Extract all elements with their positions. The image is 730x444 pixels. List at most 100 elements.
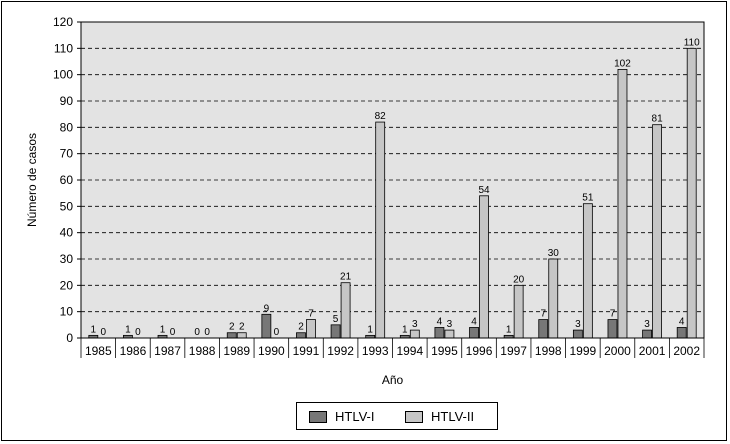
data-label: 2 (229, 322, 235, 333)
x-tick-label: 1998 (535, 344, 562, 358)
x-tick-label: 1996 (466, 344, 493, 358)
y-tick-label: 10 (60, 305, 74, 319)
x-tick-label: 1994 (396, 344, 423, 358)
bar-htlv2 (686, 47, 697, 339)
bar-htlv2 (617, 69, 628, 339)
bar-htlv2 (652, 124, 662, 339)
x-tick-label: 1987 (154, 344, 181, 358)
data-label: 7 (308, 309, 314, 320)
x-tick-label: 1995 (431, 344, 458, 358)
data-label: 9 (264, 303, 270, 314)
data-label: 2 (239, 322, 245, 333)
bar-htlv1 (607, 319, 618, 339)
x-tick-label: 1992 (327, 344, 354, 358)
legend-item-htlv2: HTLV-II (405, 409, 474, 424)
legend-swatch-htlv2 (405, 410, 423, 423)
data-label: 3 (644, 319, 650, 330)
data-label: 1 (160, 324, 166, 335)
bar-htlv1 (434, 327, 445, 339)
y-tick-label: 90 (60, 94, 74, 108)
bar-htlv2 (306, 319, 316, 339)
y-tick-label: 70 (60, 147, 74, 161)
y-tick-label: 60 (60, 173, 74, 187)
data-label: 102 (614, 58, 631, 69)
gridlines (81, 47, 704, 313)
y-tick-label: 40 (60, 226, 74, 240)
legend: HTLV-I HTLV-II (296, 402, 498, 430)
legend-label-htlv2: HTLV-II (431, 409, 475, 424)
data-label: 54 (478, 185, 490, 196)
data-label: 21 (340, 272, 352, 283)
y-tick-label: 20 (60, 278, 74, 292)
x-tick-label: 1989 (223, 344, 250, 358)
data-label: 20 (513, 274, 525, 285)
data-label: 3 (412, 319, 418, 330)
bar-htlv1 (330, 324, 341, 339)
data-label: 1 (367, 324, 373, 335)
y-tick-label: 50 (60, 199, 74, 213)
data-label: 7 (610, 309, 616, 320)
bar-htlv2 (548, 258, 559, 339)
bar-htlv2 (513, 284, 524, 339)
bar-htlv2 (375, 121, 386, 339)
y-tick-label: 30 (60, 252, 74, 266)
data-label: 7 (540, 309, 546, 320)
bar-htlv1 (642, 329, 652, 339)
y-tick-label: 100 (53, 68, 73, 82)
y-tick-label: 110 (54, 41, 73, 55)
x-tick-label: 1993 (362, 344, 389, 358)
data-label: 1 (402, 324, 408, 335)
y-tick-label: 80 (60, 120, 74, 134)
data-label: 2 (298, 322, 304, 333)
x-tick-label: 1991 (293, 344, 320, 358)
data-label: 81 (652, 114, 664, 125)
x-tick-label: 1997 (500, 344, 527, 358)
bar-htlv1 (261, 313, 272, 339)
data-label: 0 (135, 327, 141, 338)
data-label: 3 (575, 319, 581, 330)
x-tick-label: 1990 (258, 344, 285, 358)
legend-item-htlv1: HTLV-I (309, 409, 375, 424)
bar-htlv1 (226, 332, 237, 339)
data-label: 0 (101, 327, 107, 338)
bar-htlv2 (444, 329, 455, 339)
data-label: 0 (194, 327, 200, 338)
y-axis-label: Número de casos (25, 133, 39, 227)
data-label: 0 (204, 327, 210, 338)
data-label: 51 (582, 193, 594, 204)
bar-htlv1 (296, 332, 306, 339)
x-tick-label: 1999 (570, 344, 597, 358)
x-tick-label: 1986 (120, 344, 147, 358)
data-label: 4 (437, 316, 443, 327)
legend-label-htlv1: HTLV-I (335, 409, 375, 424)
bar-htlv1 (676, 327, 687, 339)
y-tick-label: 120 (53, 15, 73, 29)
x-tick-label: 2001 (639, 344, 666, 358)
data-label: 82 (375, 111, 387, 122)
y-tick-label: 0 (66, 331, 73, 345)
data-label: 1 (125, 324, 131, 335)
data-label: 5 (333, 314, 339, 325)
x-axis-label: Año (382, 373, 404, 387)
bar-htlv2 (340, 282, 351, 339)
y-axis-ticks: 0 10 20 30 40 50 60 70 80 90 100 110 120 (53, 15, 81, 345)
data-label: 3 (447, 319, 453, 330)
bar-htlv2 (479, 195, 489, 339)
data-label: 30 (548, 248, 560, 259)
data-label: 0 (170, 327, 176, 338)
bar-htlv2 (582, 203, 593, 339)
data-label: 4 (471, 316, 477, 327)
x-tick-label: 2000 (604, 344, 631, 358)
x-tick-label: 2002 (673, 344, 700, 358)
data-label: 4 (679, 316, 685, 327)
bar-htlv1 (469, 327, 479, 339)
data-label: 110 (684, 37, 700, 48)
data-label: 0 (274, 327, 280, 338)
x-tick-label: 1985 (85, 344, 112, 358)
bar-htlv1 (538, 319, 549, 339)
data-label: 1 (91, 324, 97, 335)
x-tick-label: 1988 (189, 344, 216, 358)
